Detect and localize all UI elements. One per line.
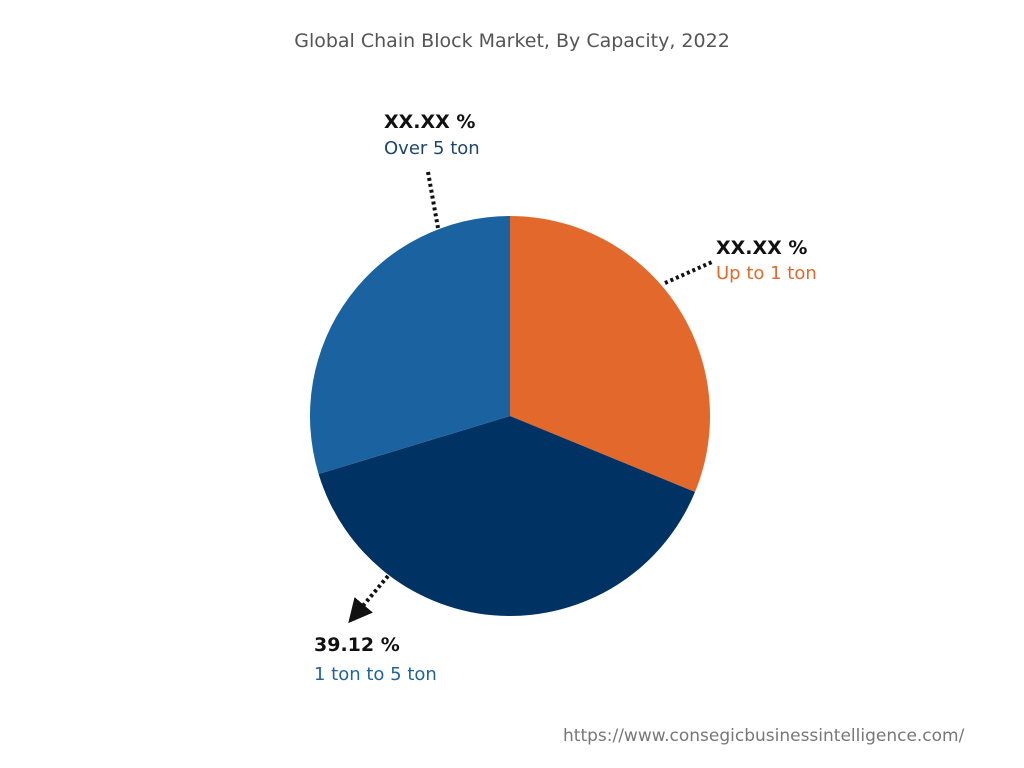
slice-value-up-to-1-ton: XX.XX %	[716, 237, 808, 259]
pie-slice-up-to-1-ton	[510, 216, 711, 492]
slice-value-over-5-ton: XX.XX %	[384, 111, 476, 133]
chart-title: Global Chain Block Market, By Capacity, …	[294, 30, 730, 52]
pie-slice-1-ton-to-5-ton	[318, 416, 696, 616]
leader-line-up-to-1-ton	[664, 260, 713, 285]
slice-label-up-to-1-ton: Up to 1 ton	[716, 263, 817, 284]
leader-line-over-5-ton	[426, 171, 440, 229]
source-url: https://www.consegicbusinessintelligence…	[563, 726, 965, 746]
slice-label-over-5-ton: Over 5 ton	[384, 138, 480, 159]
slice-label-1-to-5-ton: 1 ton to 5 ton	[314, 664, 437, 685]
slice-value-1-to-5-ton: 39.12 %	[314, 634, 400, 656]
pie-slice-over-5-ton	[309, 216, 510, 474]
leader-line-1-to-5-ton	[348, 574, 390, 624]
